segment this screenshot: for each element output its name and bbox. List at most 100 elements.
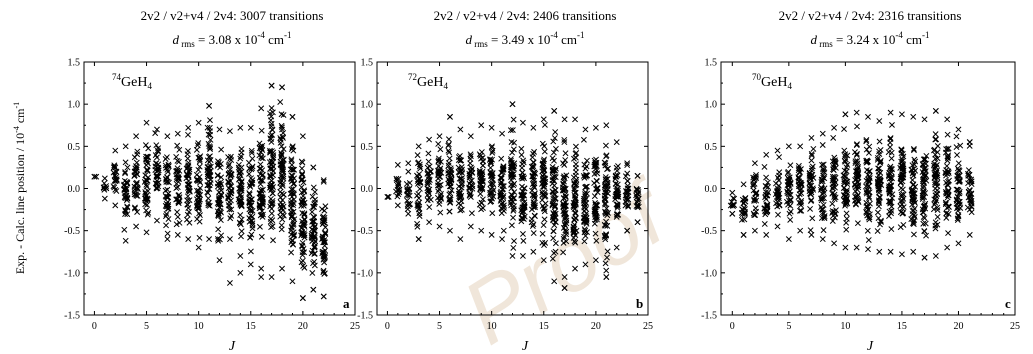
data-point: [531, 213, 538, 220]
data-point: [256, 174, 263, 181]
data-point: [875, 198, 882, 205]
data-point: [932, 219, 939, 226]
data-point: [279, 174, 286, 181]
data-point: [592, 208, 598, 215]
data-point: [426, 190, 432, 197]
data-point: [144, 167, 151, 174]
data-point: [206, 172, 213, 178]
data-point: [131, 186, 138, 193]
data-point: [571, 201, 578, 208]
data-point: [571, 217, 578, 224]
data-point: [908, 216, 915, 223]
data-point: [467, 191, 474, 198]
data-point: [288, 158, 295, 164]
data-point: [249, 225, 256, 232]
data-point: [448, 176, 455, 183]
data-point: [309, 218, 316, 225]
data-point: [216, 195, 223, 202]
data-point: [787, 216, 794, 223]
data-point: [121, 186, 128, 193]
data-point: [530, 183, 537, 190]
data-point: [162, 156, 169, 162]
data-point: [507, 127, 514, 134]
data-point: [752, 212, 759, 219]
data-point: [911, 197, 918, 204]
data-point: [550, 228, 557, 235]
data-point: [228, 206, 235, 213]
data-point: [298, 176, 305, 183]
data-point: [520, 205, 527, 212]
data-point: [299, 218, 306, 225]
data-point: [541, 191, 548, 198]
data-point: [634, 204, 641, 211]
data-point: [571, 216, 578, 223]
data-point: [415, 180, 421, 187]
data-point: [808, 198, 814, 205]
data-point: [257, 191, 264, 197]
data-point: [155, 173, 162, 180]
data-point: [414, 202, 421, 209]
data-point: [843, 192, 850, 199]
data-point: [942, 169, 949, 176]
data-point: [561, 173, 567, 180]
data-point: [593, 213, 599, 220]
data-point: [741, 211, 748, 218]
data-point: [228, 170, 235, 177]
data-point: [854, 158, 861, 164]
data-point: [561, 274, 568, 281]
data-point: [122, 143, 129, 150]
data-point: [832, 211, 839, 217]
data-point: [634, 219, 641, 226]
data-point: [277, 135, 284, 142]
data-point: [763, 174, 770, 181]
data-point: [287, 190, 294, 197]
data-point: [497, 174, 504, 181]
data-point: [572, 189, 578, 196]
data-point: [529, 165, 536, 172]
data-point: [174, 231, 181, 238]
data-point: [603, 205, 610, 212]
data-point: [808, 189, 815, 196]
data-point: [581, 202, 588, 208]
data-point: [863, 202, 870, 209]
data-point: [561, 233, 568, 240]
data-point: [322, 224, 329, 231]
x-tick-label: 20: [953, 321, 963, 332]
data-point: [445, 136, 452, 143]
data-point: [562, 194, 569, 201]
data-point: [842, 111, 849, 118]
data-point: [164, 166, 171, 173]
data-point: [298, 177, 305, 184]
data-point: [540, 222, 547, 229]
data-point: [195, 244, 202, 251]
data-point: [468, 164, 474, 171]
data-point: [561, 221, 568, 228]
data-point: [562, 203, 569, 209]
data-point: [899, 197, 906, 204]
data-point: [488, 144, 495, 151]
data-point: [592, 230, 599, 237]
data-point: [539, 180, 546, 187]
data-point: [966, 139, 973, 146]
data-point: [426, 177, 433, 183]
data-point: [425, 150, 432, 157]
data-point: [269, 159, 276, 166]
data-point: [195, 177, 202, 184]
data-point: [887, 144, 894, 151]
data-point: [218, 174, 225, 181]
data-point: [931, 174, 938, 181]
data-point: [751, 212, 758, 219]
data-point: [900, 191, 907, 198]
data-point: [218, 146, 225, 153]
data-point: [133, 159, 140, 166]
data-point: [613, 187, 620, 194]
data-point: [207, 180, 214, 186]
data-point: [384, 193, 391, 200]
data-point: [923, 232, 930, 239]
data-point: [851, 197, 858, 204]
y-tick-label: -0.5: [701, 226, 717, 237]
data-point: [897, 203, 904, 210]
data-point: [900, 153, 907, 160]
data-point: [508, 177, 515, 183]
data-point: [897, 198, 904, 205]
